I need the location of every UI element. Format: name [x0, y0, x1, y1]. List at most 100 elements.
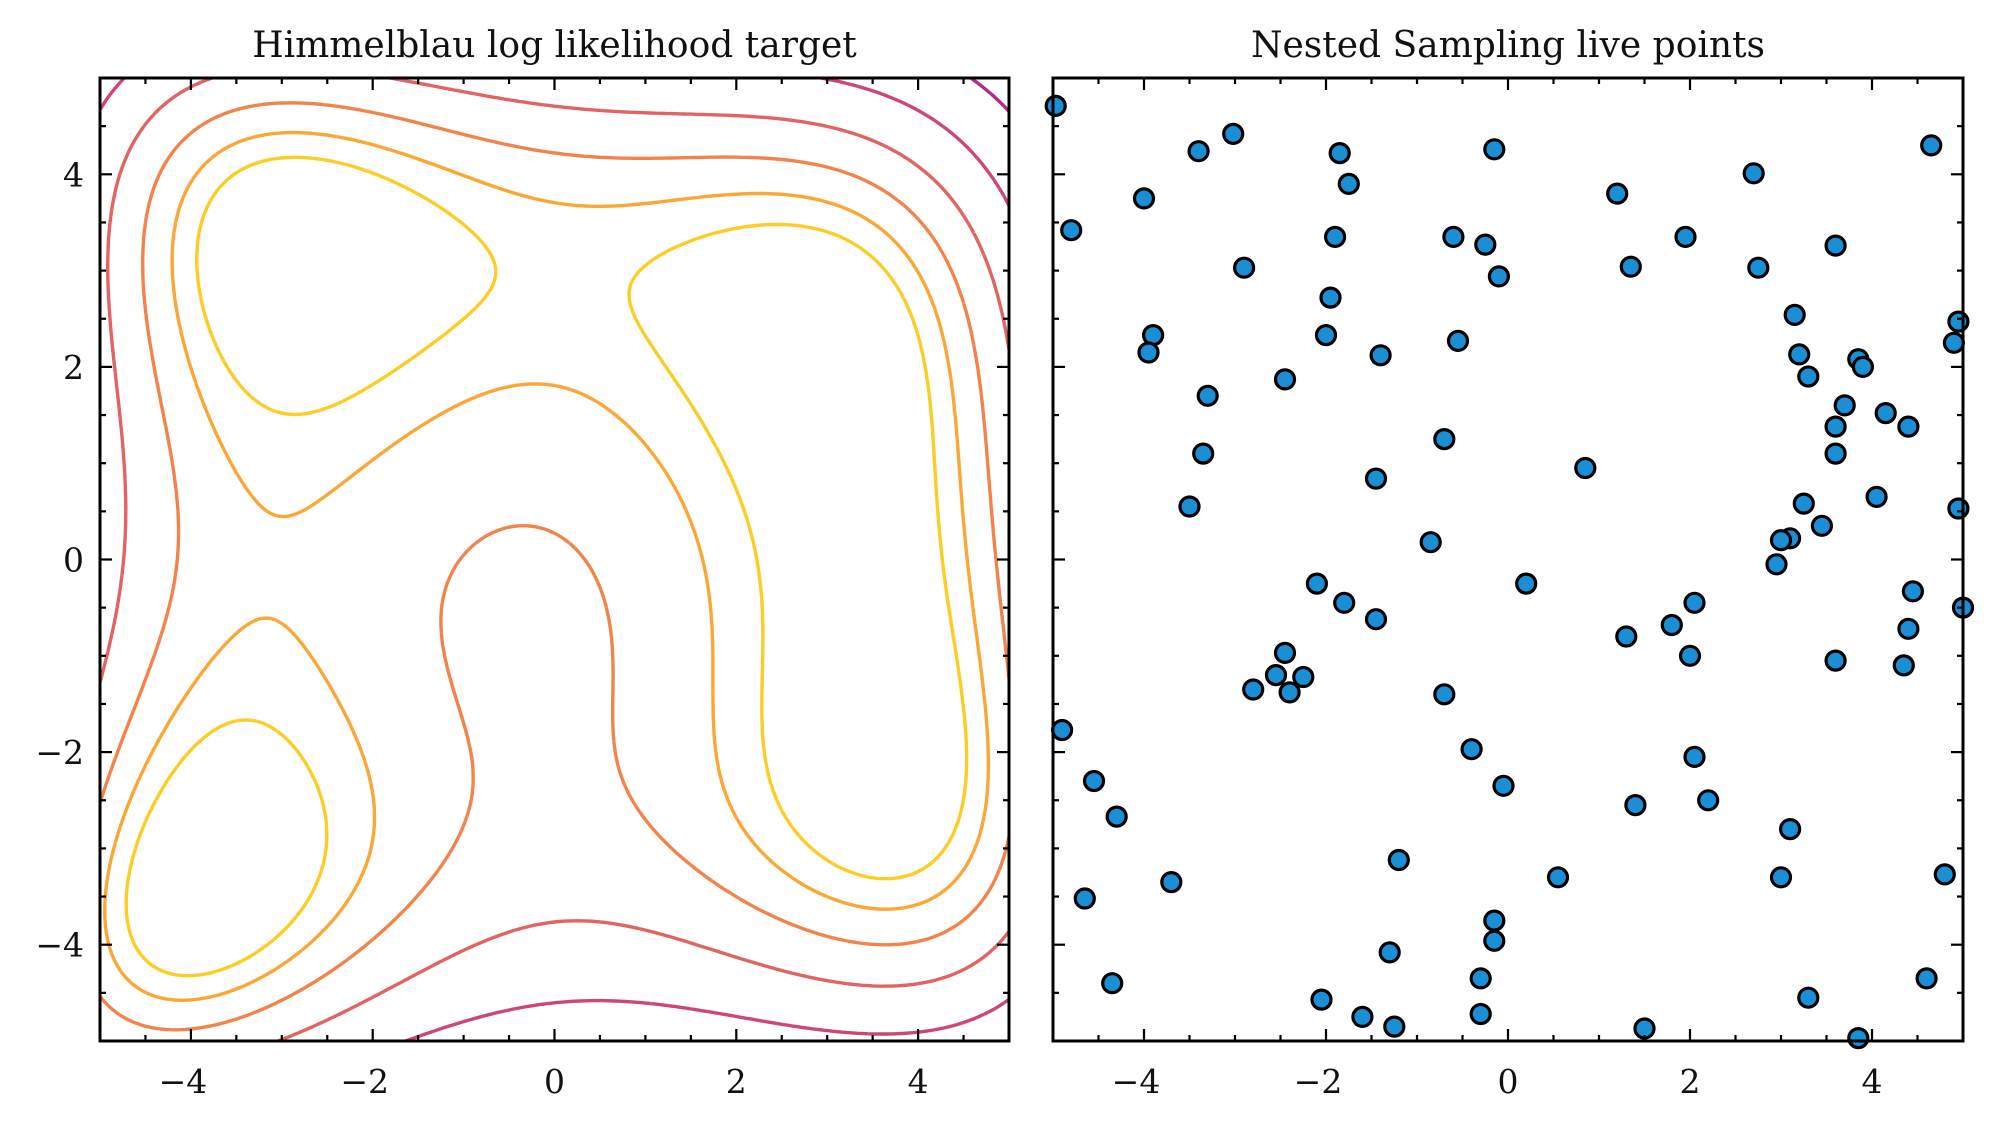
live-point: [1660, 613, 1683, 637]
live-point: [1264, 663, 1288, 687]
live-point: [1273, 641, 1297, 665]
live-point: [1232, 256, 1256, 279]
live-point: [1273, 368, 1297, 391]
live-point: [1082, 769, 1106, 793]
live-point: [1050, 718, 1074, 742]
live-point: [1897, 415, 1920, 438]
live-point: [1492, 774, 1515, 797]
live-point: [1278, 681, 1301, 704]
live-point: [1460, 738, 1483, 761]
live-point: [1892, 654, 1915, 677]
live-point: [1319, 286, 1342, 309]
live-point: [1132, 187, 1156, 210]
live-point: [1483, 929, 1506, 952]
live-point: [1947, 310, 1970, 333]
live-point: [1824, 442, 1847, 465]
right-x-tick-label: 4: [1862, 1062, 1883, 1101]
live-point: [1769, 866, 1793, 889]
live-point: [1337, 172, 1360, 195]
live-point: [1683, 591, 1706, 614]
live-point: [1615, 625, 1638, 648]
live-point: [1788, 343, 1811, 366]
live-point: [1192, 442, 1215, 465]
contour-lines: [100, 78, 1009, 1041]
live-point: [1901, 580, 1925, 603]
right-axes-frame: [1051, 76, 1965, 1043]
live-point: [1783, 303, 1806, 326]
live-point: [1469, 967, 1492, 990]
live-point: [1742, 162, 1765, 185]
right-x-tick-label: 0: [1498, 1062, 1519, 1101]
live-point: [1242, 678, 1265, 701]
live-point: [1383, 1015, 1406, 1038]
live-point: [1469, 1002, 1492, 1026]
live-point: [1674, 225, 1697, 248]
live-point: [1515, 572, 1538, 595]
live-point: [1851, 355, 1875, 378]
live-point: [1292, 665, 1315, 689]
live-point: [1364, 467, 1388, 490]
left-x-tick-label: −4: [159, 1062, 208, 1101]
live-point: [1433, 428, 1456, 451]
live-point: [1619, 255, 1642, 278]
left-y-tick-label: −2: [35, 733, 84, 772]
live-point: [1897, 617, 1920, 640]
live-point: [1942, 331, 1966, 354]
live-point: [1778, 817, 1802, 841]
live-point: [1060, 219, 1083, 242]
live-points: [1044, 94, 1975, 1050]
live-point: [1314, 324, 1338, 347]
contour-line-level-7: [103, 130, 991, 1002]
live-point: [1483, 909, 1506, 932]
right-panel-title: Nested Sampling live points: [1251, 25, 1765, 66]
live-point: [1606, 182, 1629, 205]
left-x-tick-labels: −4 −2 0 2 4: [159, 1062, 929, 1101]
live-point: [1446, 329, 1470, 352]
live-point: [1333, 591, 1356, 614]
live-point: [1824, 415, 1847, 438]
live-point: [1196, 384, 1219, 407]
live-point: [1137, 341, 1160, 364]
left-x-tick-label: −2: [340, 1062, 389, 1101]
live-point: [1433, 683, 1456, 706]
live-point: [1678, 644, 1702, 667]
live-point: [1178, 495, 1201, 518]
live-point: [1920, 134, 1943, 157]
live-point: [1369, 344, 1392, 367]
live-point: [1947, 497, 1970, 520]
live-point: [1847, 1026, 1870, 1050]
live-point: [1810, 514, 1834, 537]
live-point: [1044, 94, 1067, 118]
live-point: [1101, 972, 1124, 995]
live-point: [1824, 234, 1847, 257]
live-point: [1323, 225, 1347, 248]
likelihood-contour-panel: Himmelblau log likelihood target −4 −2 0 2 4…: [35, 25, 1011, 1101]
left-x-tick-label: 4: [908, 1062, 929, 1101]
live-point: [1546, 866, 1570, 889]
live-point: [1769, 529, 1793, 552]
live-point: [1697, 789, 1720, 812]
live-point: [1105, 805, 1128, 828]
live-point: [1824, 649, 1847, 672]
live-point: [1419, 531, 1442, 554]
live-point: [1574, 456, 1597, 480]
live-point: [1378, 941, 1401, 964]
live-point: [1747, 256, 1770, 279]
live-point: [1874, 402, 1897, 425]
live-point: [1792, 492, 1815, 515]
right-x-tick-labels: −4 −2 0 2 4: [1112, 1062, 1883, 1101]
live-point: [1474, 233, 1497, 256]
live-point: [1160, 870, 1183, 894]
live-point: [1305, 572, 1329, 595]
left-x-tick-label: 2: [726, 1062, 747, 1101]
contour-line-level-3: [969, 78, 1009, 113]
left-y-tick-label: 0: [63, 541, 84, 580]
live-point: [1624, 793, 1647, 817]
live-point: [1833, 394, 1856, 417]
live-point: [1865, 485, 1888, 508]
left-y-tick-label: 4: [63, 155, 84, 194]
live-point: [1797, 986, 1820, 1009]
left-ticks: [100, 78, 1009, 1041]
contour-line-level-8: [124, 155, 969, 978]
